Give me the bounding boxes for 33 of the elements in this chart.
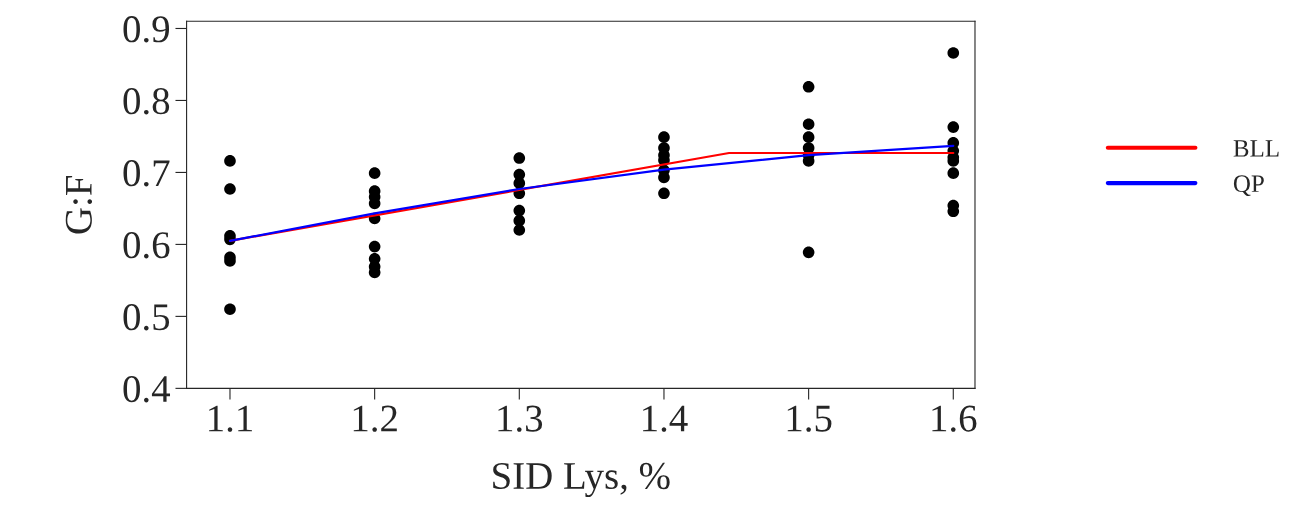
y-tick-label: 0.4 bbox=[123, 375, 171, 403]
point bbox=[658, 187, 670, 200]
x-tick-label: 1.1 bbox=[209, 405, 252, 432]
point bbox=[947, 167, 960, 179]
y-tick-label: 0.7 bbox=[123, 160, 170, 187]
point bbox=[658, 131, 670, 143]
point bbox=[513, 152, 526, 164]
x-axis-title: SID Lys, % bbox=[493, 462, 670, 498]
x-tick-label: 1.3 bbox=[498, 405, 543, 432]
point bbox=[802, 118, 815, 131]
y-tick-label: 0.6 bbox=[123, 232, 170, 259]
x-tick-label: 1.4 bbox=[643, 405, 688, 432]
point bbox=[224, 303, 236, 315]
legend-label: QP bbox=[1233, 175, 1264, 196]
point bbox=[947, 121, 960, 133]
y-tick-label: 0.9 bbox=[123, 16, 170, 43]
y-axis-title: G:F bbox=[65, 175, 93, 234]
point bbox=[802, 131, 815, 143]
point bbox=[513, 224, 526, 236]
point bbox=[513, 204, 526, 217]
x-tick-label: 1.2 bbox=[353, 405, 397, 432]
legend-label: BLL bbox=[1233, 140, 1279, 157]
point bbox=[947, 47, 960, 59]
x-tick-label: 1.6 bbox=[932, 405, 977, 432]
y-tick-label: 0.5 bbox=[123, 304, 170, 331]
point bbox=[802, 246, 815, 259]
y-tick-label: 0.8 bbox=[123, 88, 170, 115]
point bbox=[224, 183, 236, 195]
x-tick-label: 1.5 bbox=[787, 405, 832, 432]
point bbox=[368, 167, 381, 179]
point bbox=[368, 240, 381, 253]
point bbox=[802, 80, 815, 93]
point bbox=[224, 155, 236, 167]
